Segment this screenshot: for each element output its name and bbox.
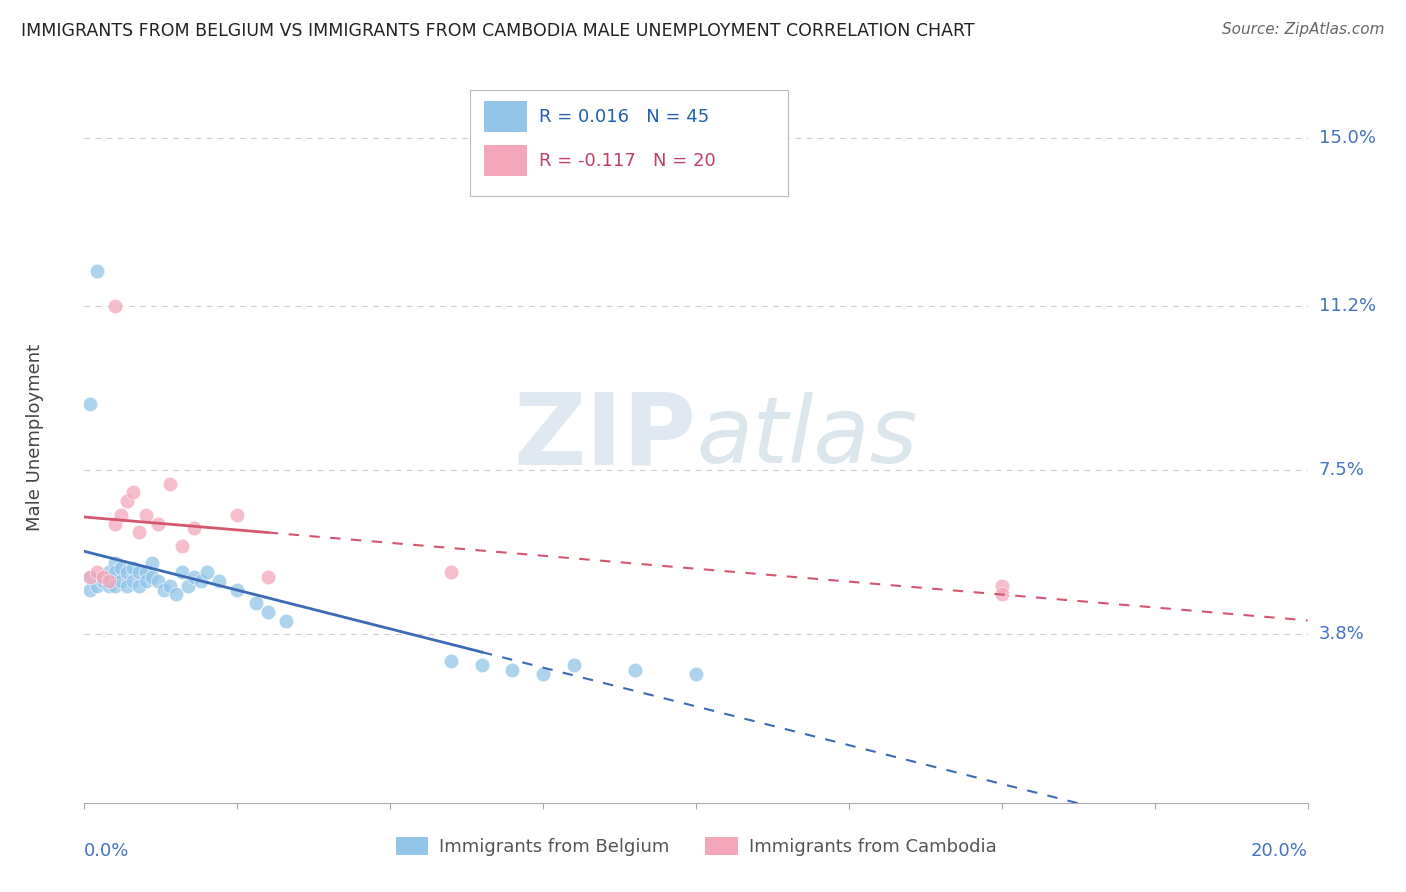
Point [146, 516, 169, 531]
Point [440, 566, 463, 580]
Point [159, 476, 181, 491]
Point [128, 566, 150, 580]
Point [104, 557, 127, 571]
FancyBboxPatch shape [484, 102, 527, 132]
Point [183, 570, 205, 584]
Point [135, 566, 157, 580]
Point [440, 654, 463, 668]
Point [115, 578, 138, 592]
Point [110, 574, 132, 589]
Text: 3.8%: 3.8% [1319, 625, 1364, 643]
Point [226, 582, 249, 597]
Point [183, 521, 205, 535]
Text: atlas: atlas [696, 392, 917, 482]
Point [104, 578, 127, 592]
Point [91, 574, 114, 589]
Point [115, 494, 138, 508]
Point [86, 578, 108, 592]
Point [276, 614, 298, 628]
Point [135, 508, 157, 522]
FancyBboxPatch shape [484, 145, 527, 176]
Point [79, 570, 101, 584]
Point [562, 658, 585, 673]
Point [141, 570, 163, 584]
Point [159, 578, 181, 592]
Point [128, 525, 150, 540]
Point [146, 574, 169, 589]
Text: Male Unemployment: Male Unemployment [27, 343, 45, 531]
Text: IMMIGRANTS FROM BELGIUM VS IMMIGRANTS FROM CAMBODIA MALE UNEMPLOYMENT CORRELATIO: IMMIGRANTS FROM BELGIUM VS IMMIGRANTS FR… [21, 22, 974, 40]
Point [208, 574, 231, 589]
Point [128, 578, 150, 592]
Text: R = -0.117   N = 20: R = -0.117 N = 20 [540, 152, 716, 169]
Point [97, 574, 120, 589]
Point [172, 566, 194, 580]
Text: 11.2%: 11.2% [1319, 297, 1376, 315]
Point [531, 667, 554, 681]
Point [624, 663, 647, 677]
Text: 0.0%: 0.0% [84, 842, 129, 860]
Point [991, 587, 1014, 601]
Point [104, 516, 127, 531]
Point [91, 570, 114, 584]
FancyBboxPatch shape [470, 90, 787, 195]
Point [195, 566, 218, 580]
Point [115, 566, 138, 580]
Point [172, 539, 194, 553]
Point [104, 299, 127, 313]
Point [79, 582, 101, 597]
Point [97, 566, 120, 580]
Point [177, 578, 200, 592]
Point [79, 570, 101, 584]
Point [122, 561, 145, 575]
Point [122, 485, 145, 500]
Text: Source: ZipAtlas.com: Source: ZipAtlas.com [1222, 22, 1385, 37]
Point [257, 605, 280, 619]
Text: 15.0%: 15.0% [1319, 128, 1375, 147]
Point [86, 566, 108, 580]
Point [685, 667, 707, 681]
Point [122, 574, 145, 589]
Point [165, 587, 187, 601]
Point [226, 508, 249, 522]
Point [257, 570, 280, 584]
Text: 20.0%: 20.0% [1251, 842, 1308, 860]
Point [97, 578, 120, 592]
Point [190, 574, 212, 589]
Point [79, 397, 101, 411]
Point [471, 658, 494, 673]
Text: ZIP: ZIP [513, 389, 696, 485]
Point [141, 557, 163, 571]
Legend: Immigrants from Belgium, Immigrants from Cambodia: Immigrants from Belgium, Immigrants from… [388, 830, 1004, 863]
Point [91, 570, 114, 584]
Point [86, 264, 108, 278]
Point [135, 574, 157, 589]
Point [245, 596, 267, 610]
Point [110, 508, 132, 522]
Point [104, 566, 127, 580]
Text: 7.5%: 7.5% [1319, 461, 1365, 479]
Text: R = 0.016   N = 45: R = 0.016 N = 45 [540, 108, 710, 126]
Point [110, 561, 132, 575]
Point [991, 578, 1014, 592]
Point [153, 582, 176, 597]
Point [502, 663, 524, 677]
